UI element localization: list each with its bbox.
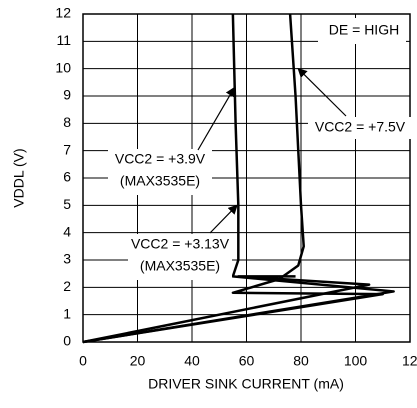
annotation-box <box>318 18 406 44</box>
annotation: DE = HIGH <box>329 22 399 38</box>
x-tick-label: 20 <box>130 353 146 369</box>
x-tick-label: 80 <box>293 353 309 369</box>
y-tick-label: 2 <box>63 278 71 294</box>
x-axis-label: DRIVER SINK CURRENT (mA) <box>148 376 344 392</box>
x-tick-label: 60 <box>239 353 255 369</box>
series-label: VCC2 = +7.5V <box>315 119 406 135</box>
label-bg <box>108 149 212 195</box>
data-line <box>82 13 384 344</box>
y-tick-label: 4 <box>63 223 71 239</box>
x-tick-label: 12 <box>402 353 417 369</box>
series-label: VCC2 = +3.9V <box>115 151 206 167</box>
series-label: VCC2 = +3.13V <box>131 236 230 252</box>
data-line <box>82 275 371 344</box>
y-tick-label: 12 <box>55 5 71 21</box>
x-tick-label: 0 <box>79 353 87 369</box>
y-tick-label: 5 <box>63 196 71 212</box>
arrow <box>209 204 238 234</box>
data-line <box>82 13 395 344</box>
y-tick-label: 0 <box>63 333 71 349</box>
y-tick-label: 10 <box>55 59 71 75</box>
plot-frame <box>82 13 411 343</box>
y-tick-label: 8 <box>63 114 71 130</box>
y-tick-label: 11 <box>56 32 71 48</box>
y-tick-label: 7 <box>63 141 71 157</box>
label-bg <box>128 234 232 280</box>
x-tick-label: 40 <box>184 353 200 369</box>
x-tick-label: 100 <box>344 353 368 369</box>
arrow <box>197 86 235 151</box>
y-axis-label: VDDL (V) <box>11 148 27 207</box>
annotation: (MAX3535E) <box>140 258 220 274</box>
label-bg <box>308 117 412 139</box>
y-tick-label: 6 <box>63 169 71 185</box>
y-tick-label: 1 <box>63 305 71 321</box>
y-tick-label: 3 <box>63 251 71 267</box>
annotation: (MAX3535E) <box>120 173 200 189</box>
y-tick-label: 9 <box>63 87 71 103</box>
arrow <box>297 67 347 117</box>
